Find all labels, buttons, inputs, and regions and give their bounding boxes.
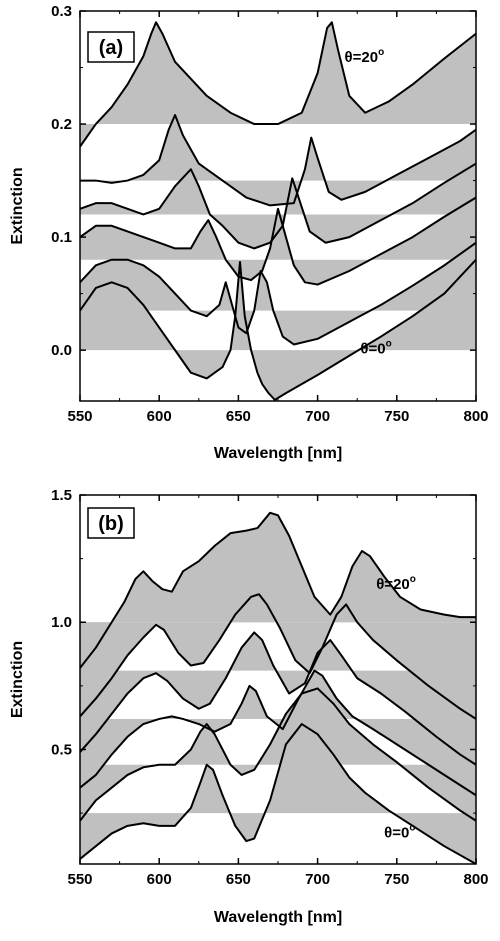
angle-annotation-2: θ=0o	[384, 822, 415, 841]
series-lines	[80, 511, 476, 864]
y-tick-label: 0.1	[51, 229, 72, 246]
series-area-1	[80, 724, 476, 864]
panel-label-box	[87, 31, 135, 63]
angle-annotation-text: θ=20	[345, 49, 379, 66]
series-line-3	[80, 669, 476, 797]
series-areas	[80, 512, 476, 864]
series-line-2	[80, 687, 476, 822]
series-area-1	[80, 259, 476, 400]
series-area-6	[80, 512, 476, 669]
x-tick-label: 800	[463, 871, 488, 888]
y-tick-label: 0.0	[51, 342, 72, 359]
series-line-5	[80, 114, 476, 207]
angle-annotation-degree: o	[409, 822, 415, 833]
panel-a: 550 600 650 700 750 800 0.0 0.1 0.2 0.3 Wavelength…	[9, 3, 489, 462]
series-line-6	[80, 511, 476, 669]
y-tick-label: 0.2	[51, 116, 72, 133]
angle-annotation-degree: o	[386, 339, 392, 350]
x-tick-label: 700	[305, 408, 330, 425]
series-area-3	[80, 670, 476, 796]
series-area-4	[80, 163, 476, 249]
series-line-1	[80, 723, 476, 864]
angle-annotation-2: θ=0o	[360, 339, 391, 358]
angle-annotation-text: θ=0	[360, 341, 385, 358]
series-areas	[80, 22, 476, 400]
y-tick-label: 0.5	[51, 741, 72, 758]
series-area-5	[80, 115, 476, 206]
x-tick-label: 550	[67, 871, 92, 888]
x-tick-label: 600	[147, 871, 172, 888]
angle-annotation-text: θ=0	[384, 824, 409, 841]
x-tick-label: 650	[226, 871, 251, 888]
panel-label: (a)	[99, 37, 123, 59]
y-axis-title: Extinction	[9, 167, 26, 244]
angle-annotation-1: θ=20o	[376, 574, 416, 593]
y-tick-label: 1.0	[51, 614, 72, 631]
panel-b: 550 600 650 700 750 800 0.5 1.0 1.5 Wavelength [n…	[9, 487, 489, 926]
series-area-2	[80, 688, 476, 821]
x-axis-title: Wavelength [nm]	[214, 909, 342, 926]
series-line-5	[80, 593, 476, 720]
x-tick-label: 750	[384, 408, 409, 425]
series-line-2	[80, 241, 476, 346]
x-tick-label: 700	[305, 871, 330, 888]
x-tick-label: 800	[463, 408, 488, 425]
series-area-6	[80, 22, 476, 147]
x-axis-title: Wavelength [nm]	[214, 445, 342, 462]
series-area-3	[80, 197, 476, 285]
series-area-5	[80, 594, 476, 719]
series-area-2	[80, 242, 476, 345]
x-tick-label: 600	[147, 408, 172, 425]
y-tick-label: 0.3	[51, 3, 72, 20]
x-tick-label: 750	[384, 871, 409, 888]
y-tick-label: 1.5	[51, 487, 72, 504]
angle-annotation-degree: o	[378, 47, 384, 58]
angle-annotation-degree: o	[410, 574, 416, 585]
x-tick-label: 550	[67, 408, 92, 425]
series-line-6	[80, 21, 476, 148]
series-lines	[80, 21, 476, 401]
series-line-3	[80, 196, 476, 286]
y-axis-title: Extinction	[9, 641, 26, 718]
series-area-4	[80, 632, 476, 765]
panel-label: (b)	[98, 513, 124, 535]
angle-annotation-1: θ=20o	[345, 47, 385, 66]
angle-annotation-text: θ=20	[376, 576, 410, 593]
series-line-1	[80, 259, 476, 401]
series-line-4	[80, 162, 476, 250]
series-line-4	[80, 631, 476, 766]
x-tick-label: 650	[226, 408, 251, 425]
panel-label-box	[87, 507, 135, 539]
